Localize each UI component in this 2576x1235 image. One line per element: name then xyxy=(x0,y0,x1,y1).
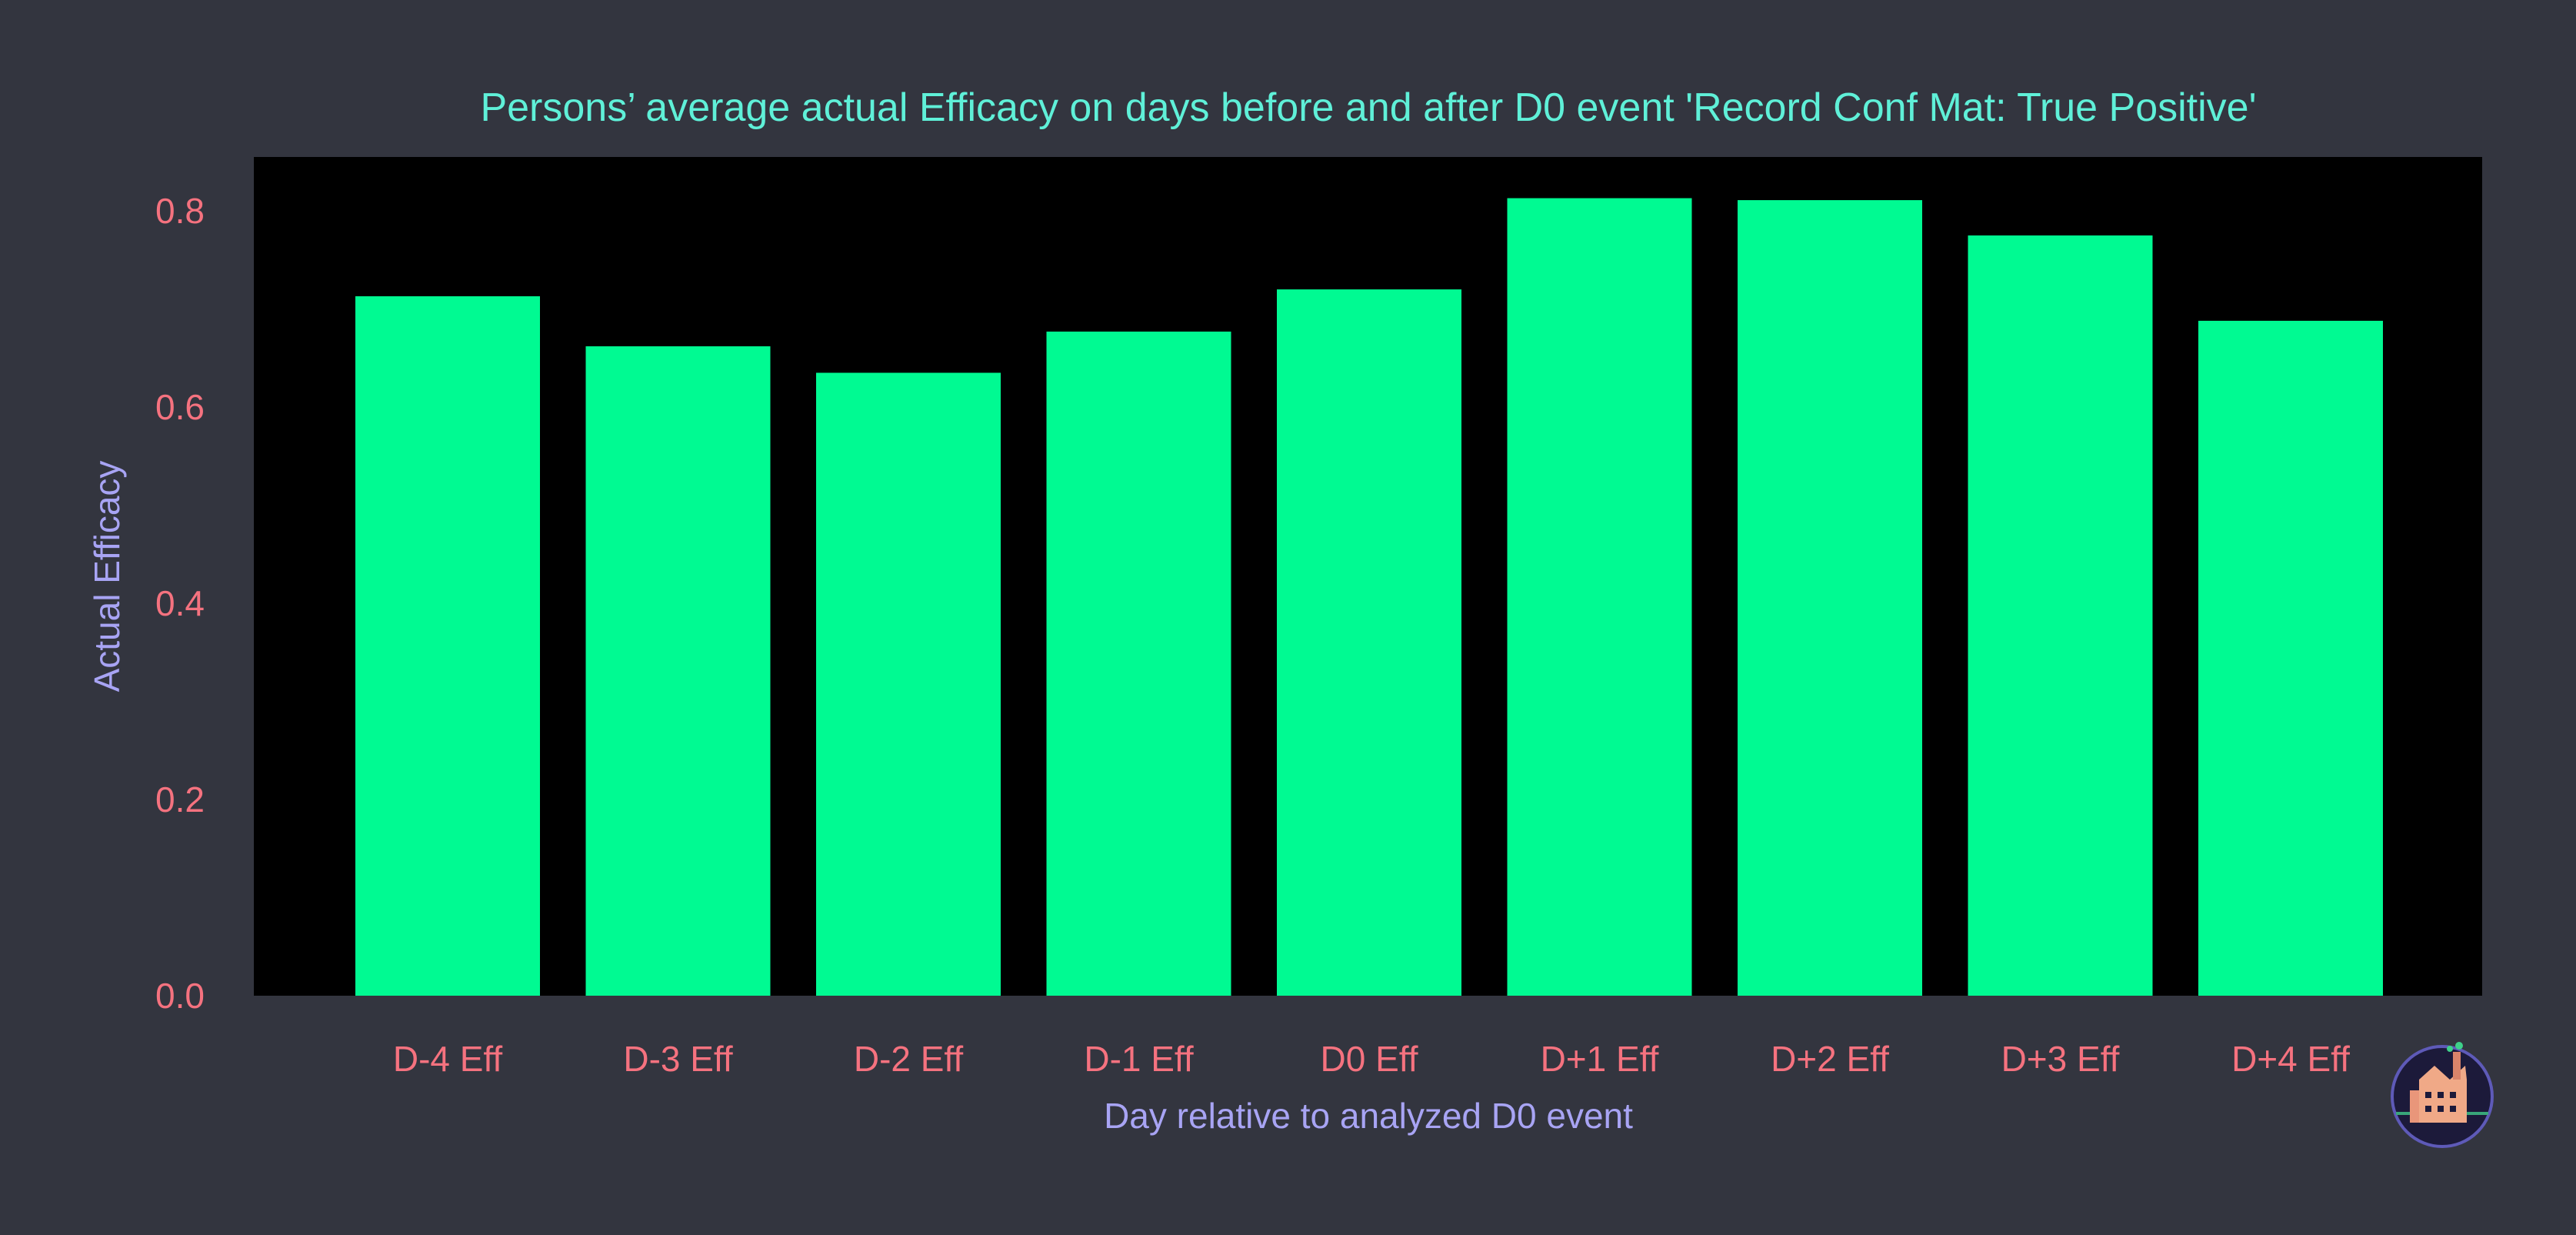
x-tick-label: D0 Eff xyxy=(1321,1039,1418,1079)
x-axis-label: Day relative to analyzed D0 event xyxy=(1104,1096,1633,1136)
x-tick-label: D+2 Eff xyxy=(1771,1039,1889,1079)
bar-d+3-eff xyxy=(1968,235,2153,996)
factory-logo-icon xyxy=(2391,1042,2494,1148)
bar-d-1-eff xyxy=(1046,331,1231,996)
bar-d+1-eff xyxy=(1507,198,1692,996)
x-tick-label: D-4 Eff xyxy=(393,1039,503,1079)
x-axis-ticks: D-4 Eff D-3 Eff D-2 Eff D-1 Eff D0 Eff D+1 Ef… xyxy=(393,1039,2350,1079)
bar-d0-eff xyxy=(1277,289,1461,996)
x-tick-label: D+4 Eff xyxy=(2231,1039,2350,1079)
bars-group xyxy=(355,198,2383,996)
y-tick-label: 0.6 xyxy=(155,387,205,427)
x-tick-label: D+3 Eff xyxy=(2001,1039,2120,1079)
bar-d+4-eff xyxy=(2198,320,2383,996)
y-axis-label: Actual Efficacy xyxy=(87,461,127,693)
y-axis-ticks: 0.0 0.2 0.4 0.6 0.8 xyxy=(155,191,205,1016)
bar-d-3-eff xyxy=(585,346,771,996)
y-tick-label: 0.8 xyxy=(155,191,205,231)
bar-d-4-eff xyxy=(355,296,540,996)
y-tick-label: 0.0 xyxy=(155,976,205,1016)
bar-d-2-eff xyxy=(816,372,1001,996)
x-tick-label: D-3 Eff xyxy=(623,1039,733,1079)
x-tick-label: D+1 Eff xyxy=(1541,1039,1659,1079)
chart-title: Persons’ average actual Efficacy on days… xyxy=(480,85,2256,130)
x-tick-label: D-2 Eff xyxy=(854,1039,964,1079)
bar-d+2-eff xyxy=(1738,200,1922,996)
y-tick-label: 0.4 xyxy=(155,583,205,623)
x-tick-label: D-1 Eff xyxy=(1084,1039,1194,1079)
y-tick-label: 0.2 xyxy=(155,779,205,819)
